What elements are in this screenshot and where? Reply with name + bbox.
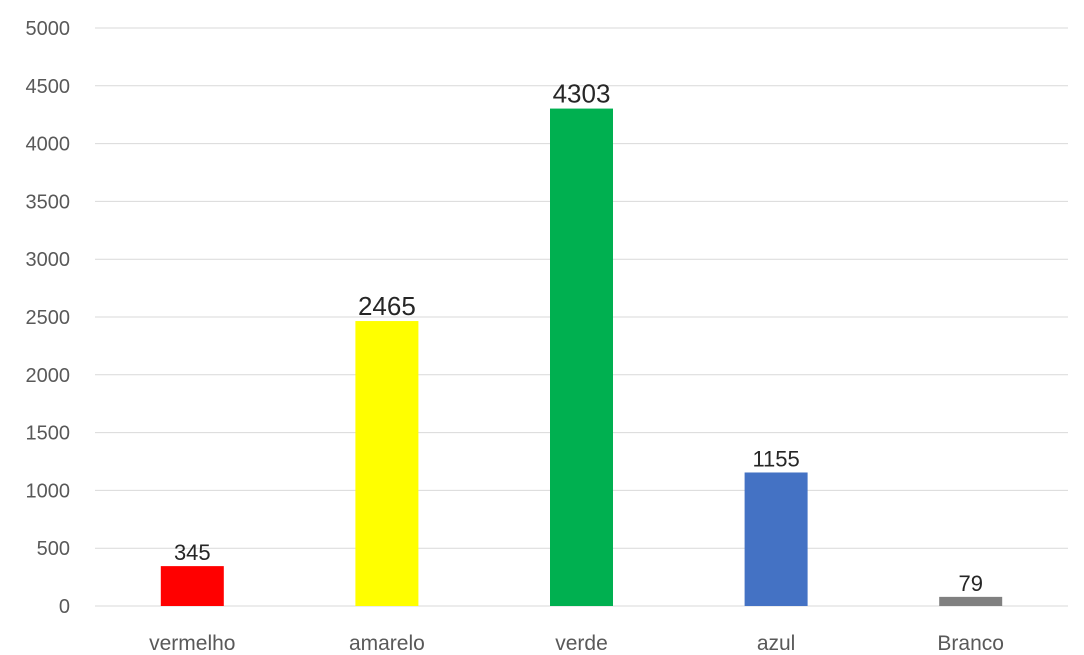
- y-tick-label: 500: [37, 538, 70, 560]
- y-tick-label: 5000: [26, 18, 71, 40]
- data-label: 4303: [553, 79, 611, 109]
- y-tick-label: 4500: [26, 76, 71, 98]
- y-tick-label: 3000: [26, 249, 71, 271]
- x-category-label: amarelo: [349, 632, 425, 655]
- x-category-label: vermelho: [149, 632, 235, 655]
- x-category-label: Branco: [937, 632, 1004, 655]
- bar-amarelo: [355, 321, 419, 606]
- data-label: 79: [958, 571, 982, 596]
- bar-azul: [744, 472, 808, 606]
- y-tick-label: 1000: [26, 480, 71, 502]
- y-tick-label: 2500: [26, 307, 71, 329]
- data-label: 2465: [358, 291, 416, 321]
- y-tick-label: 1500: [26, 423, 71, 445]
- data-label: 345: [174, 540, 211, 565]
- x-category-label: azul: [757, 632, 796, 655]
- bar-branco: [939, 596, 1003, 606]
- y-tick-label: 3500: [26, 191, 71, 213]
- bar-verde: [550, 108, 613, 607]
- y-tick-label: 4000: [26, 134, 71, 156]
- x-axis-categories: vermelho amarelo verde azul Branco: [149, 632, 1004, 655]
- y-axis-ticks: 0 500 1000 1500 2000 2500 3000 3500 4000 4500 5000: [26, 18, 71, 618]
- bar-vermelho: [160, 566, 224, 606]
- data-labels: 345 2465 4303 1155 79: [174, 79, 983, 596]
- x-category-label: verde: [555, 632, 608, 655]
- data-label: 1155: [752, 446, 799, 471]
- y-tick-label: 2000: [26, 365, 71, 387]
- y-tick-label: 0: [59, 596, 70, 618]
- bars: [160, 108, 1003, 607]
